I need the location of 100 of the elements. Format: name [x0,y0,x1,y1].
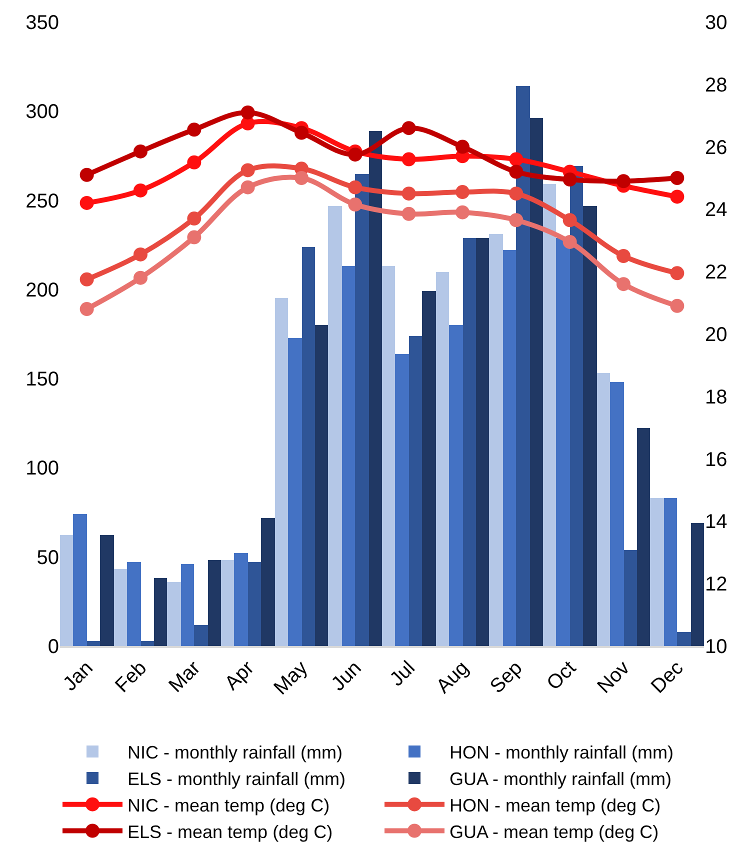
bar [60,535,73,646]
bar [395,354,409,646]
bar [127,562,141,646]
x-tick-label: Dec [647,657,688,698]
point [187,122,202,137]
x-tick-label: Mar [164,656,206,697]
bar [315,325,328,646]
y2-tick-label: 18 [705,386,728,408]
bar [248,562,261,646]
x-tick-label: Aug [432,657,474,698]
point [134,144,148,158]
point [670,298,684,313]
bar [597,373,610,646]
bar [476,238,489,646]
point [509,164,524,179]
bar [100,535,114,646]
y2-tick-label: 16 [705,448,728,471]
point [348,148,362,162]
x-tick-label: May [270,657,312,700]
bar [154,578,167,646]
bar [382,266,395,646]
legend-label: NIC - mean temp (deg C) [128,795,330,816]
bar [167,582,181,646]
bar [261,518,275,646]
bar [583,206,597,646]
bar [664,498,677,646]
y2-tick-label: 22 [705,262,728,284]
point [348,180,362,194]
bar [530,118,543,646]
y2-tick-label: 28 [705,74,728,96]
x-tick-label: Jan [59,657,98,696]
y2-tick-label: 12 [705,574,728,596]
bar [570,166,583,646]
point [80,196,94,210]
bar [234,553,248,646]
point [509,152,524,166]
point [187,212,202,226]
bar [543,184,556,646]
bar [436,272,449,646]
point [402,186,416,201]
legend-label: NIC - monthly rainfall (mm) [128,742,343,763]
legend-label: GUA - mean temp (deg C) [450,822,659,842]
bar [463,238,476,646]
point [134,183,148,198]
bar [181,564,194,646]
bar [610,382,624,646]
point [509,213,524,228]
point [80,272,94,286]
legend-label: HON - mean temp (deg C) [450,795,661,816]
point [240,105,255,120]
y2-tick-label: 10 [705,636,728,658]
bar [516,86,530,646]
x-tick-label: Nov [593,657,634,698]
bar [328,206,342,646]
x-tick-label: Jun [327,657,366,696]
point [402,206,416,221]
y2-tick-label: 20 [705,324,728,346]
point [509,186,524,201]
point [616,174,630,188]
point [456,140,470,154]
bar [637,428,650,646]
y-tick-label: 250 [26,190,59,212]
point [562,213,577,228]
bar [503,250,516,646]
point [187,155,202,170]
bar [208,560,221,646]
legend-label: HON - monthly rainfall (mm) [450,742,674,763]
y-tick-label: 50 [36,546,59,569]
point [616,277,630,292]
bar [114,569,127,646]
y-tick-label: 100 [26,458,59,480]
legend-label: GUA - monthly rainfall (mm) [450,768,672,789]
bar [275,298,288,646]
x-tick-label: Jul [386,657,420,691]
bar [302,247,315,646]
bar [624,550,637,646]
y-tick-label: 300 [26,101,59,124]
y2-tick-label: 26 [705,136,728,159]
bar [87,641,100,646]
x-tick-label: Feb [111,657,152,697]
bar [556,238,570,646]
bar [355,174,369,646]
y-tick-label: 350 [26,12,59,34]
legend-label: ELS - monthly rainfall (mm) [128,768,346,789]
point [240,180,255,194]
bar [449,325,463,646]
y2-tick-label: 14 [705,511,728,534]
bar [422,291,436,646]
bar [489,234,503,646]
bar [650,498,664,646]
point [562,172,577,187]
bar [194,625,208,646]
y2-tick-label: 24 [705,199,728,222]
point [80,302,94,316]
point [240,163,255,178]
y-tick-label: 0 [48,636,59,658]
bar [221,560,234,646]
bar [409,336,422,646]
point [670,190,684,204]
legend-label: ELS - mean temp (deg C) [128,822,333,842]
